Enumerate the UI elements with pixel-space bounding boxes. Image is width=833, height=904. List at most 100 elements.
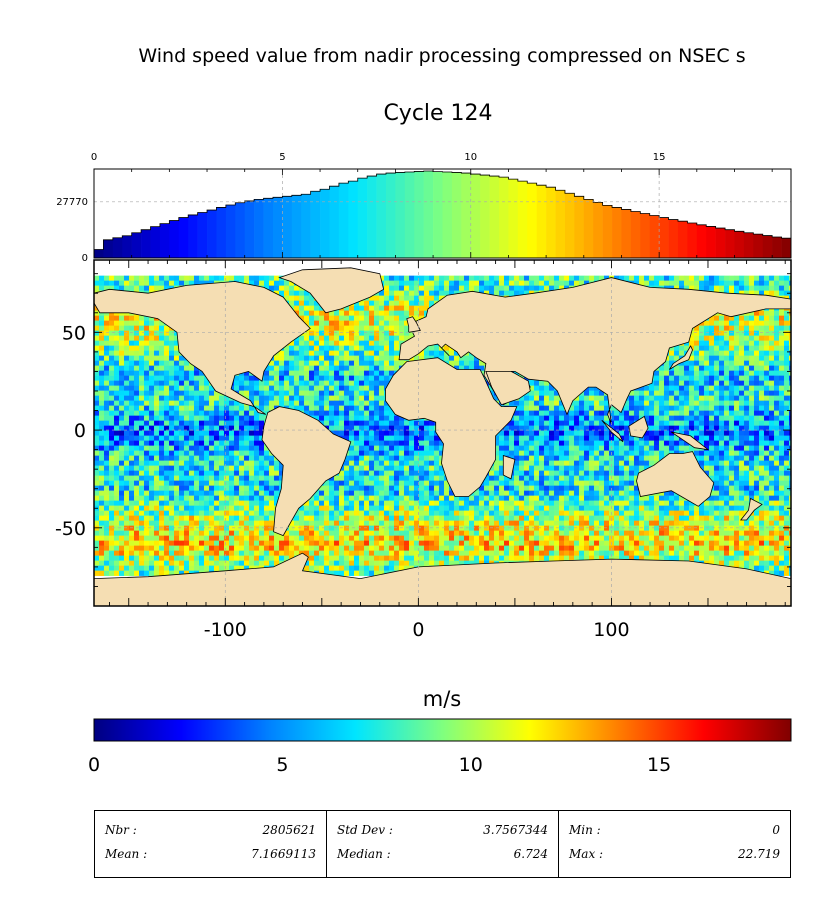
- wind-speed-cell: [659, 276, 664, 281]
- wind-speed-cell: [304, 316, 309, 321]
- wind-speed-cell: [349, 316, 354, 321]
- wind-speed-cell: [99, 411, 104, 416]
- wind-speed-cell: [324, 336, 329, 341]
- wind-speed-cell: [104, 336, 109, 341]
- wind-speed-cell: [649, 416, 654, 421]
- wind-speed-cell: [134, 401, 139, 406]
- wind-speed-cell: [149, 361, 154, 366]
- wind-speed-cell: [544, 421, 549, 426]
- histogram-bar: [697, 225, 707, 258]
- wind-speed-cell: [679, 386, 684, 391]
- wind-speed-cell: [779, 321, 784, 326]
- wind-speed-cell: [184, 436, 189, 441]
- histogram-bar: [791, 239, 801, 258]
- histogram-bar: [235, 203, 245, 258]
- wind-speed-cell: [129, 436, 134, 441]
- wind-speed-cell: [124, 391, 129, 396]
- wind-speed-cell: [564, 431, 569, 436]
- wind-speed-cell: [159, 361, 164, 366]
- wind-speed-cell: [754, 351, 759, 356]
- wind-speed-cell: [389, 336, 394, 341]
- wind-speed-cell: [739, 336, 744, 341]
- wind-speed-cell: [714, 331, 719, 336]
- wind-speed-cell: [759, 396, 764, 401]
- wind-speed-cell: [339, 361, 344, 366]
- wind-speed-cell: [109, 441, 114, 446]
- wind-speed-cell: [629, 441, 634, 446]
- wind-speed-cell: [264, 391, 269, 396]
- wind-speed-cell: [294, 371, 299, 376]
- wind-speed-cell: [129, 281, 134, 286]
- histogram-bar: [603, 205, 613, 258]
- wind-speed-cell: [384, 306, 389, 311]
- wind-speed-cell: [539, 381, 544, 386]
- wind-speed-cell: [674, 281, 679, 286]
- wind-speed-cell: [304, 351, 309, 356]
- wind-speed-cell: [644, 406, 649, 411]
- wind-speed-cell: [774, 361, 779, 366]
- wind-speed-cell: [344, 391, 349, 396]
- wind-speed-cell: [159, 406, 164, 411]
- wind-speed-cell: [539, 286, 544, 291]
- wind-speed-cell: [599, 436, 604, 441]
- wind-speed-cell: [99, 356, 104, 361]
- wind-speed-cell: [769, 366, 774, 371]
- wind-speed-cell: [444, 281, 449, 286]
- wind-speed-cell: [399, 311, 404, 316]
- wind-speed-cell: [749, 316, 754, 321]
- wind-speed-cell: [129, 376, 134, 381]
- wind-speed-cell: [394, 341, 399, 346]
- wind-speed-cell: [664, 436, 669, 441]
- wind-speed-cell: [324, 321, 329, 326]
- wind-speed-cell: [734, 421, 739, 426]
- wind-speed-cell: [334, 406, 339, 411]
- wind-speed-cell: [309, 321, 314, 326]
- histogram-bar: [122, 236, 132, 258]
- wind-speed-cell: [299, 406, 304, 411]
- wind-speed-cell: [334, 351, 339, 356]
- wind-speed-cell: [314, 361, 319, 366]
- wind-speed-cell: [374, 306, 379, 311]
- wind-speed-cell: [404, 306, 409, 311]
- histogram-bar: [716, 228, 726, 258]
- wind-speed-cell: [664, 391, 669, 396]
- wind-speed-cell: [154, 366, 159, 371]
- wind-speed-cell: [724, 396, 729, 401]
- wind-speed-cell: [224, 406, 229, 411]
- wind-speed-cell: [354, 411, 359, 416]
- wind-speed-cell: [354, 336, 359, 341]
- wind-speed-cell: [389, 291, 394, 296]
- wind-speed-cell: [644, 436, 649, 441]
- wind-speed-cell: [744, 336, 749, 341]
- wind-speed-cell: [349, 406, 354, 411]
- wind-speed-cell: [674, 416, 679, 421]
- wind-speed-cell: [104, 361, 109, 366]
- wind-speed-cell: [124, 361, 129, 366]
- wind-speed-cell: [174, 401, 179, 406]
- wind-speed-cell: [719, 341, 724, 346]
- wind-speed-cell: [769, 436, 774, 441]
- wind-speed-cell: [164, 281, 169, 286]
- wind-speed-cell: [304, 346, 309, 351]
- wind-speed-cell: [749, 321, 754, 326]
- wind-speed-cell: [149, 276, 154, 281]
- wind-speed-cell: [699, 406, 704, 411]
- wind-speed-cell: [584, 431, 589, 436]
- wind-speed-cell: [704, 416, 709, 421]
- histogram-bar: [132, 233, 142, 258]
- wind-speed-cell: [404, 281, 409, 286]
- wind-speed-cell: [149, 351, 154, 356]
- wind-speed-cell: [109, 336, 114, 341]
- wind-speed-cell: [344, 376, 349, 381]
- wind-speed-cell: [759, 356, 764, 361]
- wind-speed-cell: [159, 326, 164, 331]
- wind-speed-cell: [334, 411, 339, 416]
- wind-speed-cell: [429, 276, 434, 281]
- wind-speed-cell: [354, 316, 359, 321]
- wind-speed-cell: [149, 341, 154, 346]
- wind-speed-cell: [159, 281, 164, 286]
- wind-speed-cell: [179, 416, 184, 421]
- wind-speed-cell: [704, 406, 709, 411]
- wind-speed-cell: [114, 446, 119, 451]
- wind-speed-cell: [669, 421, 674, 426]
